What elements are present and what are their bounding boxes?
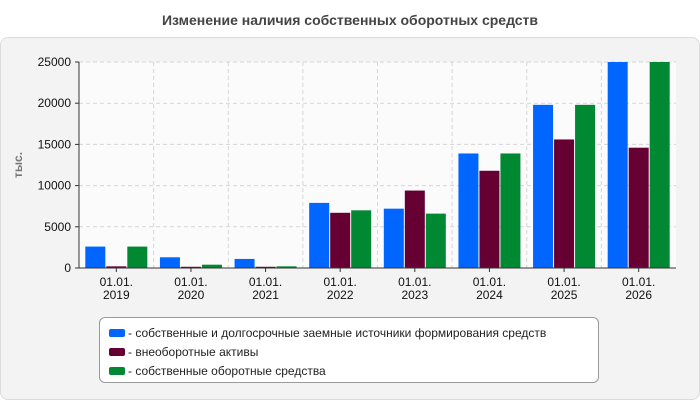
y-tick-label: 20000	[38, 96, 72, 110]
bar	[85, 246, 106, 268]
bar	[201, 264, 222, 268]
legend-item: - собственные оборотные средства	[109, 361, 598, 380]
bar	[234, 258, 255, 268]
x-tick-label: 2019	[103, 288, 130, 302]
x-tick-label: 2020	[178, 288, 205, 302]
bar	[649, 62, 670, 268]
x-tick-label: 01.01.	[249, 275, 282, 289]
x-tick-label: 01.01.	[622, 275, 655, 289]
x-tick-label: 01.01.	[324, 275, 357, 289]
y-tick-label: 0	[64, 261, 71, 275]
y-tick-label: 10000	[38, 179, 72, 193]
bar	[533, 104, 554, 269]
bars	[85, 62, 670, 269]
bar	[255, 266, 276, 268]
bar	[309, 202, 330, 268]
bar	[159, 257, 180, 268]
y-axis-label: тыс.	[11, 152, 25, 178]
y-tick-label: 5000	[44, 220, 71, 234]
bar	[575, 104, 596, 269]
x-tick-label: 01.01.	[473, 275, 506, 289]
x-tick-label: 01.01.	[100, 275, 133, 289]
bar	[458, 153, 479, 268]
legend-swatch	[109, 347, 125, 356]
chart-title: Изменение наличия собственных оборотных …	[161, 12, 539, 28]
tick-labels: 050001000015000200002500001.01.201901.01…	[11, 55, 655, 302]
bar	[180, 266, 201, 268]
x-tick-label: 01.01.	[398, 275, 431, 289]
legend: - собственные и долгосрочные заемные ист…	[99, 317, 599, 383]
bar	[106, 266, 127, 268]
x-tick-label: 2022	[327, 288, 354, 302]
x-tick-label: 01.01.	[547, 275, 580, 289]
x-tick-label: 2024	[476, 288, 503, 302]
bar	[500, 153, 521, 268]
legend-item: - внеоборотные активы	[109, 342, 598, 361]
bar	[628, 147, 649, 268]
x-tick-label: 2026	[625, 288, 652, 302]
legend-label: - собственные оборотные средства	[128, 363, 326, 378]
legend-label: - собственные и долгосрочные заемные ист…	[128, 325, 547, 340]
bar	[425, 213, 446, 268]
bar	[127, 246, 148, 268]
bar	[330, 212, 351, 268]
legend-item: - собственные и долгосрочные заемные ист…	[109, 323, 598, 342]
bar	[276, 266, 297, 268]
bar	[404, 190, 425, 268]
x-tick-label: 2021	[252, 288, 279, 302]
legend-swatch	[109, 366, 125, 375]
x-tick-label: 2023	[401, 288, 428, 302]
x-tick-label: 2025	[551, 288, 578, 302]
y-tick-label: 25000	[38, 55, 72, 69]
bar	[383, 208, 404, 268]
legend-swatch	[109, 328, 125, 337]
axes	[75, 61, 676, 272]
legend-label: - внеоборотные активы	[128, 344, 259, 359]
bar	[479, 170, 500, 268]
y-tick-label: 15000	[38, 137, 72, 151]
x-tick-label: 01.01.	[174, 275, 207, 289]
bar	[554, 139, 575, 268]
bar	[351, 210, 372, 268]
bar	[607, 62, 628, 268]
